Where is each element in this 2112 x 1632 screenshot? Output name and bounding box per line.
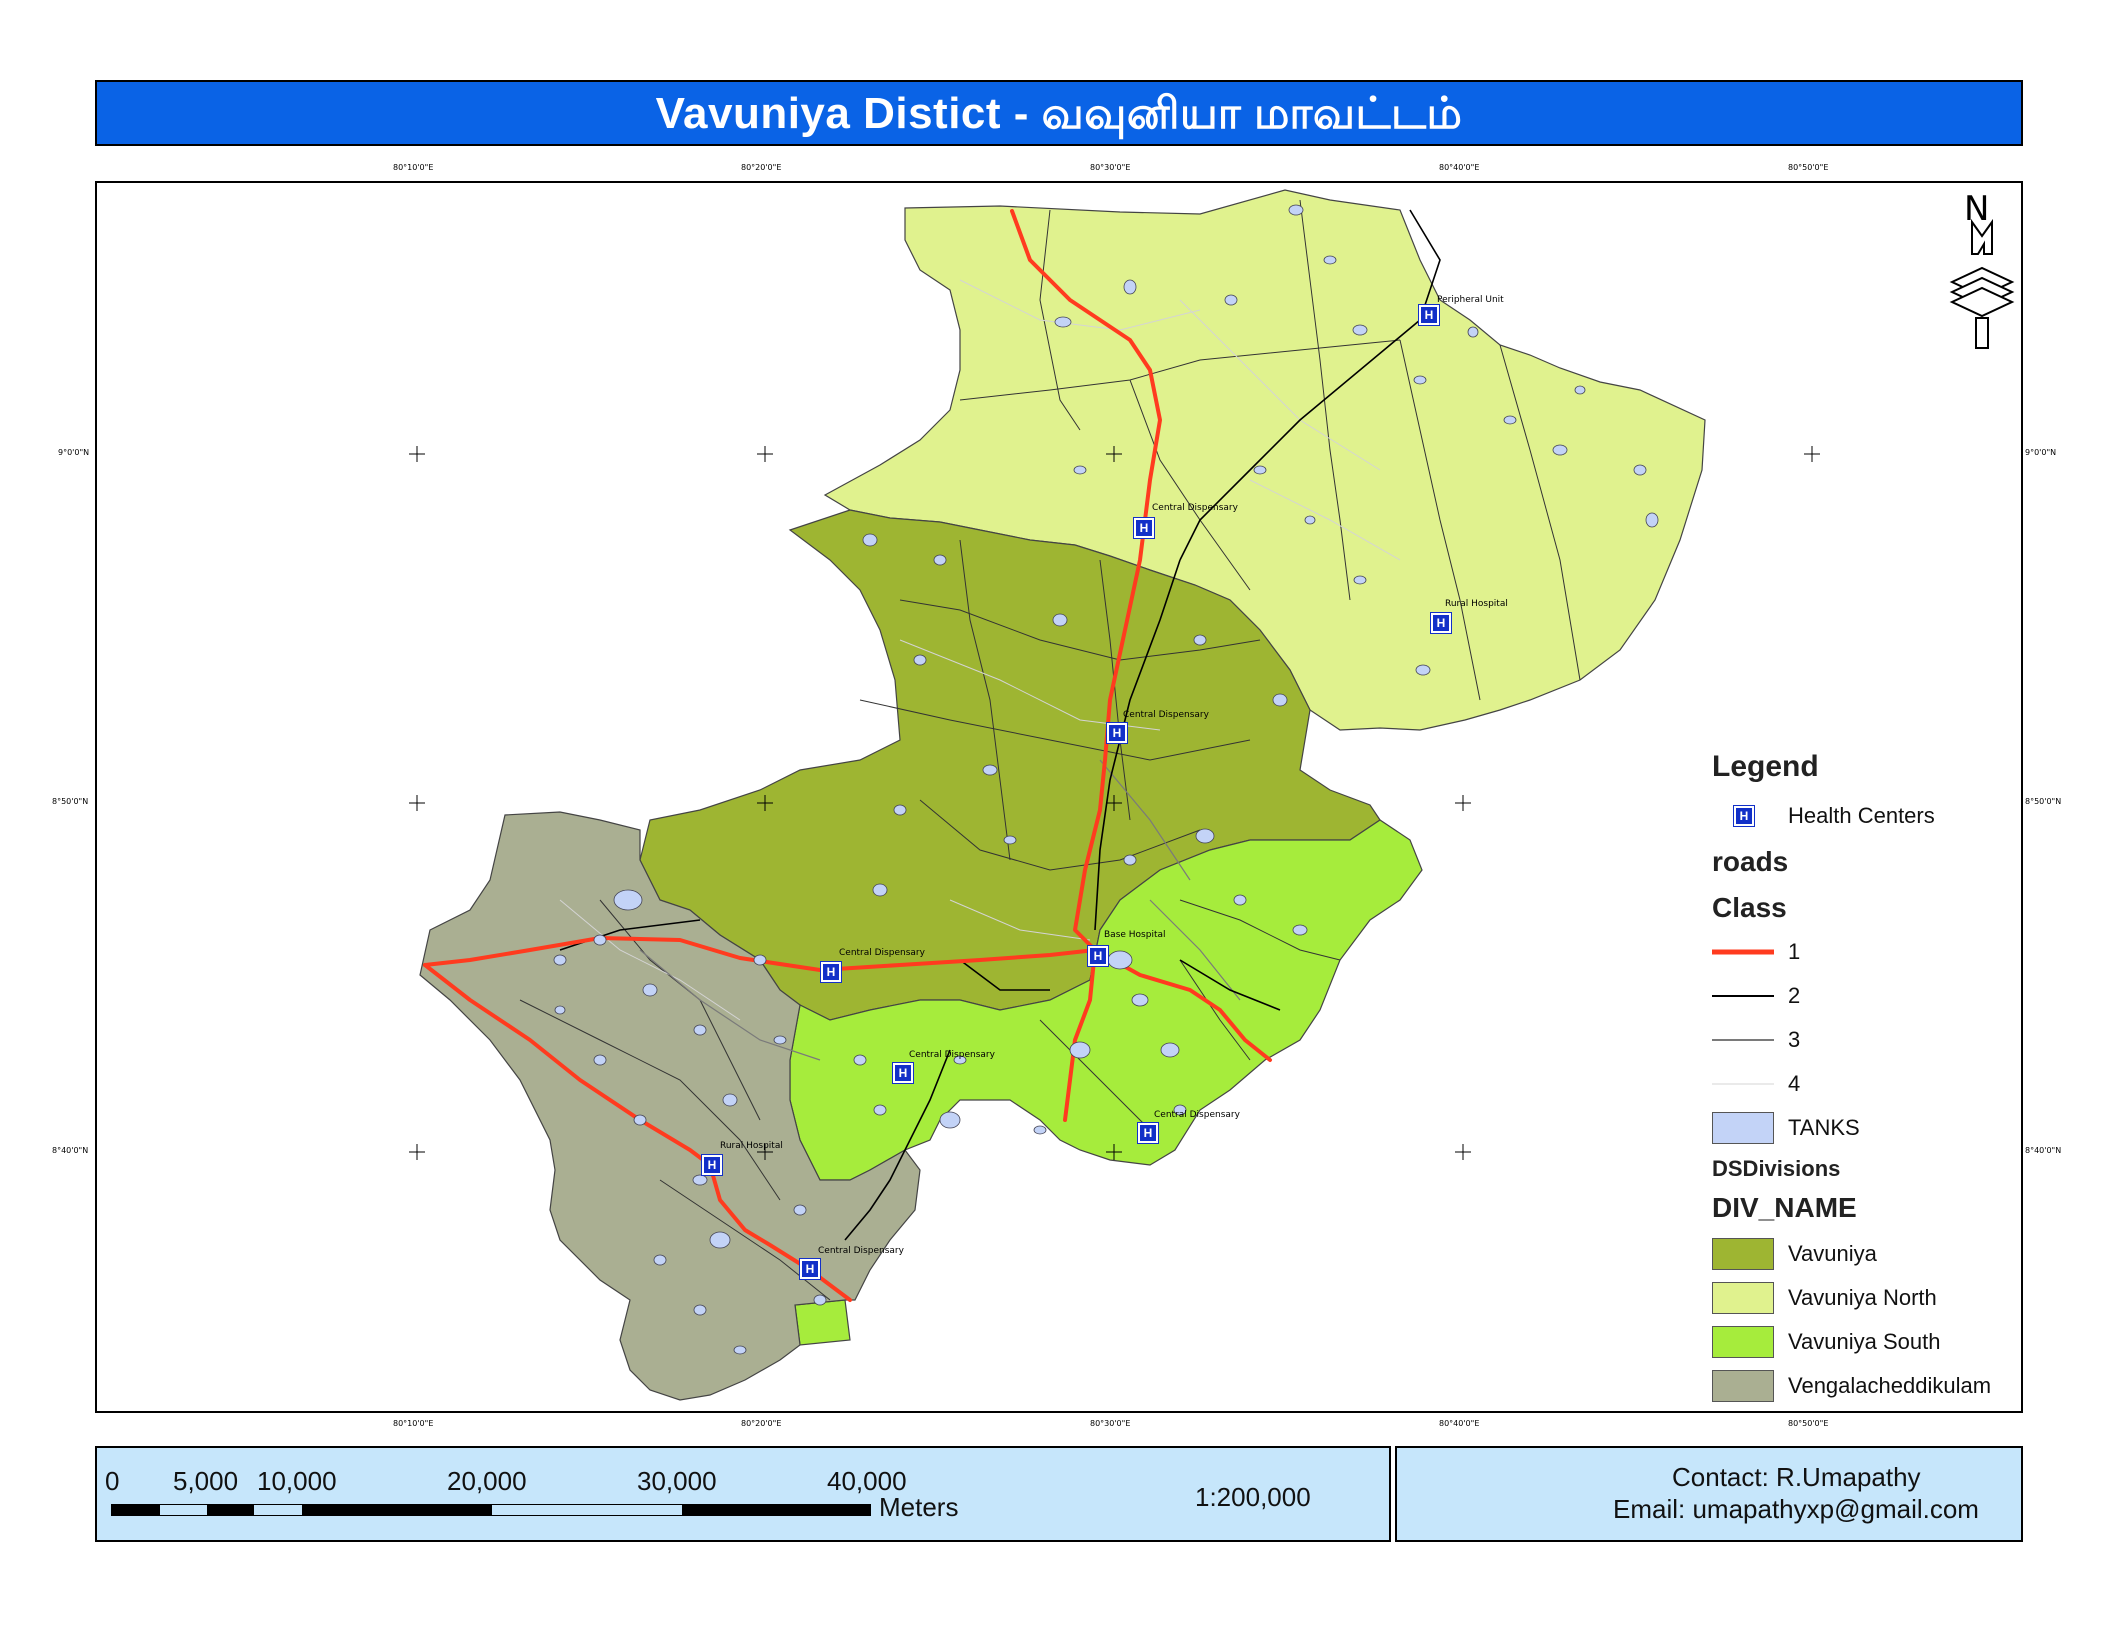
legend-health-centers: H Health Centers <box>1712 800 1935 832</box>
road-class-3-label: 3 <box>1788 1027 1801 1052</box>
health-center-label: Peripheral Unit <box>1437 295 1504 305</box>
scale-label-20000: 20,000 <box>447 1466 527 1496</box>
top-tick-3: 80°30'0"E <box>1090 163 1131 172</box>
graticule-crosses <box>409 446 1820 1160</box>
north-arrow <box>1949 218 2015 349</box>
scale-label-30000: 30,000 <box>637 1466 717 1496</box>
road-class-4-label: 4 <box>1788 1071 1801 1096</box>
vengalacheddikulam-swatch <box>1712 1370 1774 1402</box>
health-center-label: Central Dispensary <box>1154 1110 1240 1120</box>
health-center-label: Rural Hospital <box>720 1141 783 1151</box>
right-tick-3: 8°40'0"N <box>2025 1146 2062 1155</box>
vavuniya-south-label: Vavuniya South <box>1788 1329 1941 1354</box>
left-tick-1: 9°0'0"N <box>58 448 90 457</box>
vavuniya-north-label: Vavuniya North <box>1788 1285 1937 1310</box>
top-tick-5: 80°50'0"E <box>1788 163 1829 172</box>
vengalacheddikulam-label: Vengalacheddikulam <box>1788 1373 1992 1398</box>
health-center-label: Central Dispensary <box>1123 710 1209 720</box>
road-class-1-label: 1 <box>1788 939 1801 964</box>
legend-road-class-3: 3 <box>1712 1024 1800 1056</box>
bottom-tick-1: 80°10'0"E <box>393 1419 434 1428</box>
scale-label-10000: 10,000 <box>257 1466 337 1496</box>
health-center-label: Central Dispensary <box>839 948 925 958</box>
health-center-label: Base Hospital <box>1104 930 1166 940</box>
health-center-icon[interactable]: H <box>1418 304 1440 326</box>
division-internal-boundaries <box>519 199 1581 1301</box>
scale-bar-panel: 0 5,000 10,000 20,000 30,000 40,000 Mete… <box>95 1446 1391 1542</box>
division-vengalacheddikulam <box>419 811 921 1401</box>
scale-ratio: 1:200,000 <box>1195 1482 1311 1512</box>
legend-division-vengalacheddikulam: Vengalacheddikulam <box>1712 1370 1991 1402</box>
tanks-swatch <box>1712 1112 1774 1144</box>
left-tick-3: 8°40'0"N <box>52 1146 89 1155</box>
vavuniya-label: Vavuniya <box>1788 1241 1877 1266</box>
legend-division-vavuniya-south: Vavuniya South <box>1712 1326 1940 1358</box>
health-center-label: Central Dispensary <box>909 1050 995 1060</box>
legend-title: Legend <box>1712 750 1819 783</box>
road-class-1-swatch <box>1712 949 1774 955</box>
scale-label-0: 0 <box>105 1466 120 1496</box>
vavuniya-south-swatch <box>1712 1326 1774 1358</box>
legend-road-class-2: 2 <box>1712 980 1800 1012</box>
bottom-tick-3: 80°30'0"E <box>1090 1419 1131 1428</box>
scale-label-40000: 40,000 <box>827 1466 907 1496</box>
health-center-icon[interactable]: H <box>1106 722 1128 744</box>
district-map <box>409 189 2015 1401</box>
bottom-tick-2: 80°20'0"E <box>741 1419 782 1428</box>
road-class-3-swatch <box>1712 1039 1774 1041</box>
health-center-label: Rural Hospital <box>1445 599 1508 609</box>
scale-bar <box>111 1504 871 1516</box>
bottom-tick-4: 80°40'0"E <box>1439 1419 1480 1428</box>
health-center-icon[interactable]: H <box>799 1258 821 1280</box>
legend-division-vavuniya: Vavuniya <box>1712 1238 1877 1270</box>
health-center-icon[interactable]: H <box>1137 1122 1159 1144</box>
scale-units: Meters <box>879 1492 959 1522</box>
health-center-icon[interactable]: H <box>1133 517 1155 539</box>
legend-divname-heading: DIV_NAME <box>1712 1192 1857 1223</box>
contact-name: Contact: R.Umapathy <box>1672 1462 1921 1492</box>
legend-health-centers-label: Health Centers <box>1788 803 1935 828</box>
vavuniya-swatch <box>1712 1238 1774 1270</box>
roads-class-3 <box>639 759 1241 1061</box>
road-class-4-swatch <box>1712 1083 1774 1085</box>
map-frame: H Peripheral Unit H Central Dispensary H… <box>95 181 2023 1413</box>
road-class-2-label: 2 <box>1788 983 1801 1008</box>
legend-division-vavuniya-north: Vavuniya North <box>1712 1282 1937 1314</box>
health-center-icon[interactable]: H <box>1430 612 1452 634</box>
top-tick-1: 80°10'0"E <box>393 163 434 172</box>
health-center-label: Central Dispensary <box>818 1246 904 1256</box>
bottom-tick-5: 80°50'0"E <box>1788 1419 1829 1428</box>
map-title-bar: Vavuniya Distict - வவுனியா மாவட்டம் <box>95 80 2023 146</box>
left-tick-2: 8°50'0"N <box>52 797 89 806</box>
legend-road-class-1: 1 <box>1712 936 1800 968</box>
top-tick-2: 80°20'0"E <box>741 163 782 172</box>
legend-class-heading: Class <box>1712 892 1787 923</box>
tanks <box>553 204 1659 1355</box>
right-tick-2: 8°50'0"N <box>2025 797 2062 806</box>
top-tick-4: 80°40'0"E <box>1439 163 1480 172</box>
legend-tanks: TANKS <box>1712 1112 1860 1144</box>
road-class-2-swatch <box>1712 995 1774 997</box>
health-center-icon[interactable]: H <box>892 1062 914 1084</box>
roads-class-1 <box>423 209 1272 1302</box>
health-center-icon: H <box>1733 805 1755 827</box>
map-title: Vavuniya Distict - வவுனியா மாவட்டம் <box>655 89 1463 138</box>
contact-email[interactable]: Email: umapathyxp@gmail.com <box>1613 1494 1979 1524</box>
legend-road-class-4: 4 <box>1712 1068 1800 1100</box>
legend-roads-heading: roads <box>1712 846 1789 877</box>
north-arrow-label: N <box>1964 189 1990 229</box>
right-tick-1: 9°0'0"N <box>2025 448 2057 457</box>
health-center-icon[interactable]: H <box>701 1154 723 1176</box>
health-center-label: Central Dispensary <box>1152 503 1238 513</box>
health-center-icon[interactable]: H <box>1087 945 1109 967</box>
legend-dsdivisions-heading: DSDivisions <box>1712 1156 1841 1181</box>
contact-panel: Contact: R.Umapathy Email: umapathyxp@gm… <box>1395 1446 2023 1542</box>
vavuniya-north-swatch <box>1712 1282 1774 1314</box>
tanks-label: TANKS <box>1788 1115 1860 1140</box>
health-center-icon[interactable]: H <box>820 961 842 983</box>
scale-label-5000: 5,000 <box>173 1466 239 1496</box>
